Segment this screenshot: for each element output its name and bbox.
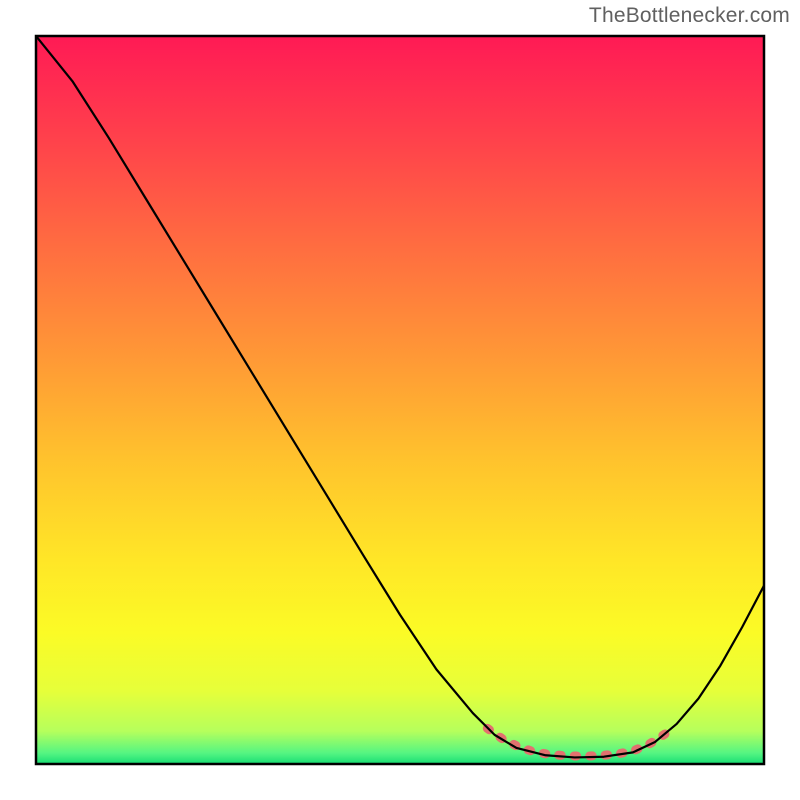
bottleneck-chart-svg [0,0,800,800]
plot-background [36,36,764,764]
chart-stage: TheBottlenecker.com [0,0,800,800]
watermark-text: TheBottlenecker.com [589,4,790,28]
